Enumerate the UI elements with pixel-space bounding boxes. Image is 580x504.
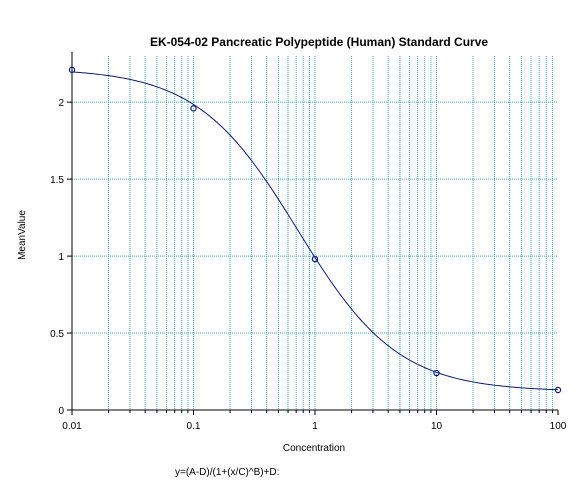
fit-curve-group [71, 71, 559, 391]
x-tick-label: 0.01 [62, 421, 82, 432]
x-tick-label: 0.1 [187, 421, 201, 432]
data-point [190, 105, 197, 112]
fit-curve [71, 71, 559, 391]
fit-equation: y=(A-D)/(1+(x/C)^B)+D: [175, 467, 279, 478]
tick-labels: 0.01 0.1 1 10 100 0 0.5 1 1.5 2 [50, 98, 567, 432]
x-tick-label: 100 [550, 421, 567, 432]
y-axis-label: MeanValue [17, 210, 28, 260]
data-point [433, 369, 440, 377]
x-tick-label: 1 [312, 421, 318, 432]
data-point [311, 255, 319, 263]
chart-title: EK-054-02 Pancreatic Polypeptide (Human)… [150, 35, 488, 49]
y-tick-label: 2 [58, 98, 64, 109]
data-points [68, 66, 562, 394]
y-tick-label: 1 [58, 252, 64, 263]
y-tick-label: 1.5 [50, 175, 64, 186]
y-tick-label: 0 [58, 406, 64, 417]
y-tick-label: 0.5 [50, 329, 64, 340]
data-point [68, 66, 76, 74]
x-tick-label: 10 [431, 421, 443, 432]
axes [67, 52, 559, 415]
x-axis-label: Concentration [283, 443, 345, 454]
grid-lines [72, 56, 558, 410]
data-point [554, 386, 562, 394]
